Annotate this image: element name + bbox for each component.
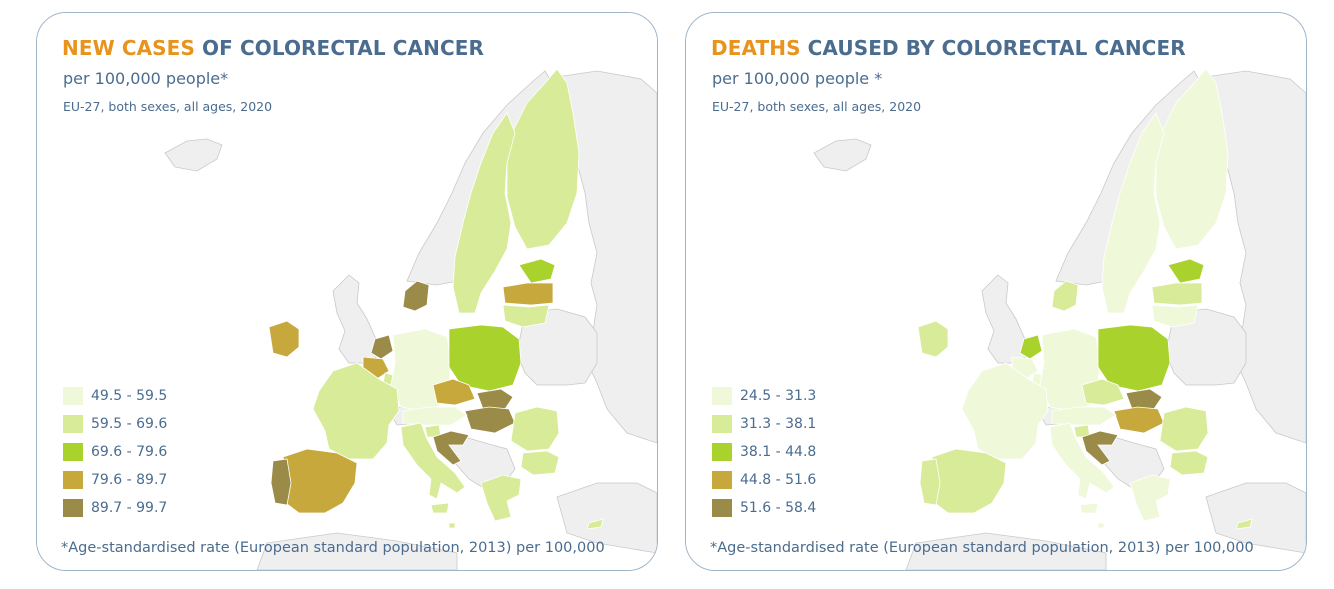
footnote: *Age-standardised rate (European standar…	[61, 540, 605, 556]
legend-item: 49.5 - 59.5	[63, 382, 167, 410]
map-scope: EU-27, both sexes, all ages, 2020	[63, 99, 273, 114]
legend-label: 69.6 - 79.6	[91, 444, 168, 460]
non-eu-turkey	[556, 482, 657, 554]
legend-swatch	[63, 387, 83, 405]
country-portugal	[919, 458, 941, 506]
country-poland	[448, 324, 522, 392]
legend-swatch	[712, 415, 732, 433]
legend-swatch	[712, 471, 732, 489]
country-ireland	[268, 320, 300, 358]
country-romania	[510, 406, 560, 452]
country-italy	[400, 422, 466, 500]
country-greece	[1129, 474, 1171, 522]
country-cyprus	[1235, 518, 1253, 530]
map-title: DEATHS CAUSED BY COLORECTAL CANCER	[711, 36, 1186, 60]
country-sicily	[1079, 502, 1099, 514]
map-legend: 24.5 - 31.3 31.3 - 38.1 38.1 - 44.8 44.8…	[712, 382, 816, 522]
choropleth-map	[686, 13, 1306, 570]
country-greece	[480, 474, 522, 522]
country-france	[961, 362, 1049, 460]
legend-label: 51.6 - 58.4	[740, 500, 817, 516]
legend-swatch	[63, 443, 83, 461]
map-subtitle: per 100,000 people *	[712, 69, 883, 88]
country-netherlands	[1019, 334, 1043, 360]
country-netherlands	[370, 334, 394, 360]
legend-label: 38.1 - 44.8	[740, 444, 817, 460]
legend-label: 89.7 - 99.7	[91, 500, 168, 516]
legend-item: 31.3 - 38.1	[712, 410, 816, 438]
non-eu-north-africa	[905, 532, 1107, 570]
footnote: *Age-standardised rate (European standar…	[710, 540, 1254, 556]
legend-item: 69.6 - 79.6	[63, 438, 167, 466]
legend-swatch	[712, 387, 732, 405]
non-eu-turkey	[1205, 482, 1306, 554]
country-austria	[1051, 406, 1117, 426]
legend-label: 31.3 - 38.1	[740, 416, 817, 432]
country-croatia	[1081, 430, 1119, 466]
country-sweden	[452, 112, 516, 314]
map-legend: 49.5 - 59.5 59.5 - 69.6 69.6 - 79.6 79.6…	[63, 382, 167, 522]
country-estonia	[518, 258, 556, 284]
legend-label: 79.6 - 89.7	[91, 472, 168, 488]
legend-swatch	[63, 471, 83, 489]
legend-swatch	[712, 499, 732, 517]
country-latvia	[1151, 282, 1203, 306]
legend-label: 24.5 - 31.3	[740, 388, 817, 404]
choropleth-map	[37, 13, 657, 570]
country-romania	[1159, 406, 1209, 452]
legend-swatch	[63, 499, 83, 517]
country-sweden	[1101, 112, 1165, 314]
country-czechia	[432, 378, 476, 406]
legend-item: 24.5 - 31.3	[712, 382, 816, 410]
country-bulgaria	[1169, 450, 1209, 476]
new-cases-map-panel: NEW CASES OF COLORECTAL CANCER per 100,0…	[36, 12, 658, 571]
map-scope: EU-27, both sexes, all ages, 2020	[712, 99, 922, 114]
country-slovakia	[1125, 388, 1163, 410]
map-title: NEW CASES OF COLORECTAL CANCER	[62, 36, 485, 60]
legend-label: 59.5 - 69.6	[91, 416, 168, 432]
legend-label: 49.5 - 59.5	[91, 388, 168, 404]
non-eu-belarus-ukraine	[1165, 308, 1247, 386]
non-eu-belarus-ukraine	[516, 308, 598, 386]
legend-item: 79.6 - 89.7	[63, 466, 167, 494]
country-cyprus	[586, 518, 604, 530]
country-bulgaria	[520, 450, 560, 476]
legend-item: 44.8 - 51.6	[712, 466, 816, 494]
country-sicily	[430, 502, 450, 514]
legend-item: 89.7 - 99.7	[63, 494, 167, 522]
country-ireland	[917, 320, 949, 358]
legend-swatch	[712, 443, 732, 461]
country-poland	[1097, 324, 1171, 392]
country-lithuania	[1151, 304, 1199, 328]
country-lithuania	[502, 304, 550, 328]
country-latvia	[502, 282, 554, 306]
country-malta	[1097, 522, 1105, 529]
country-estonia	[1167, 258, 1205, 284]
country-slovakia	[476, 388, 514, 410]
country-france	[312, 362, 400, 460]
country-portugal	[270, 458, 292, 506]
deaths-map-panel: DEATHS CAUSED BY COLORECTAL CANCER per 1…	[685, 12, 1307, 571]
country-malta	[448, 522, 456, 529]
country-croatia	[432, 430, 470, 466]
country-finland	[1155, 68, 1229, 250]
non-eu-iceland	[813, 138, 872, 172]
map-subtitle: per 100,000 people*	[63, 69, 229, 88]
country-denmark	[1051, 280, 1079, 312]
non-eu-iceland	[164, 138, 223, 172]
country-denmark	[402, 280, 430, 312]
non-eu-north-africa	[256, 532, 458, 570]
country-finland	[506, 68, 580, 250]
legend-item: 59.5 - 69.6	[63, 410, 167, 438]
legend-item: 38.1 - 44.8	[712, 438, 816, 466]
country-czechia	[1081, 378, 1125, 406]
legend-item: 51.6 - 58.4	[712, 494, 816, 522]
legend-swatch	[63, 415, 83, 433]
country-italy	[1049, 422, 1115, 500]
country-austria	[402, 406, 468, 426]
legend-label: 44.8 - 51.6	[740, 472, 817, 488]
